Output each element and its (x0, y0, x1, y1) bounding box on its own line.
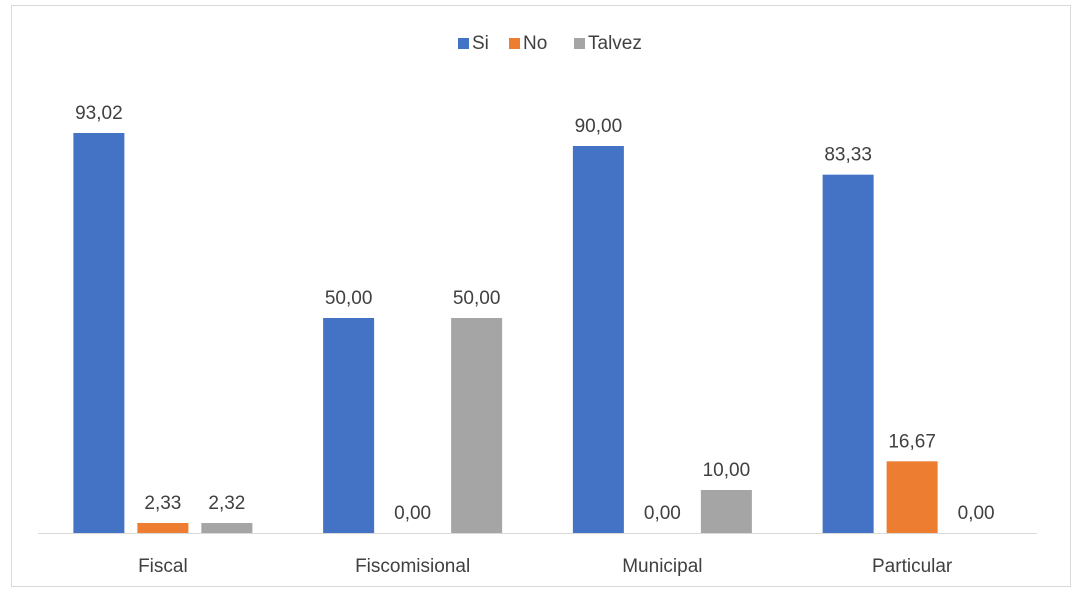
value-label-fiscal-talvez: 2,32 (208, 493, 245, 514)
legend-swatch-no (509, 38, 520, 49)
value-label-municipal-no: 0,00 (644, 503, 681, 524)
bar-municipal-talvez (700, 490, 752, 533)
value-label-fiscal-si: 93,02 (75, 103, 123, 124)
bar-fiscal-talvez (201, 523, 253, 533)
x-tick-label-particular: Particular (872, 556, 953, 577)
bar-particular-si (822, 174, 874, 533)
bar-fiscomisional-si (323, 318, 375, 533)
value-label-municipal-talvez: 10,00 (703, 460, 751, 481)
value-label-particular-talvez: 0,00 (958, 503, 995, 524)
bar-particular-no (886, 461, 938, 533)
value-label-fiscomisional-si: 50,00 (325, 288, 373, 309)
value-label-municipal-si: 90,00 (575, 116, 623, 137)
value-label-fiscomisional-no: 0,00 (394, 503, 431, 524)
legend-label-talvez: Talvez (588, 33, 642, 54)
value-label-particular-si: 83,33 (824, 145, 872, 166)
x-tick-label-municipal: Municipal (622, 556, 702, 577)
legend-swatch-talvez (574, 38, 585, 49)
value-label-fiscomisional-talvez: 50,00 (453, 288, 501, 309)
bar-municipal-si (572, 146, 624, 533)
legend-label-si: Si (472, 33, 489, 54)
x-tick-label-fiscomisional: Fiscomisional (355, 556, 470, 577)
bar-fiscal-no (137, 522, 189, 533)
x-tick-label-fiscal: Fiscal (138, 556, 188, 577)
legend-label-no: No (523, 33, 547, 54)
value-label-particular-no: 16,67 (888, 431, 936, 452)
bar-fiscomisional-talvez (451, 318, 503, 533)
bar-fiscal-si (73, 133, 125, 533)
legend-swatch-si (458, 38, 469, 49)
value-label-fiscal-no: 2,33 (144, 493, 181, 514)
